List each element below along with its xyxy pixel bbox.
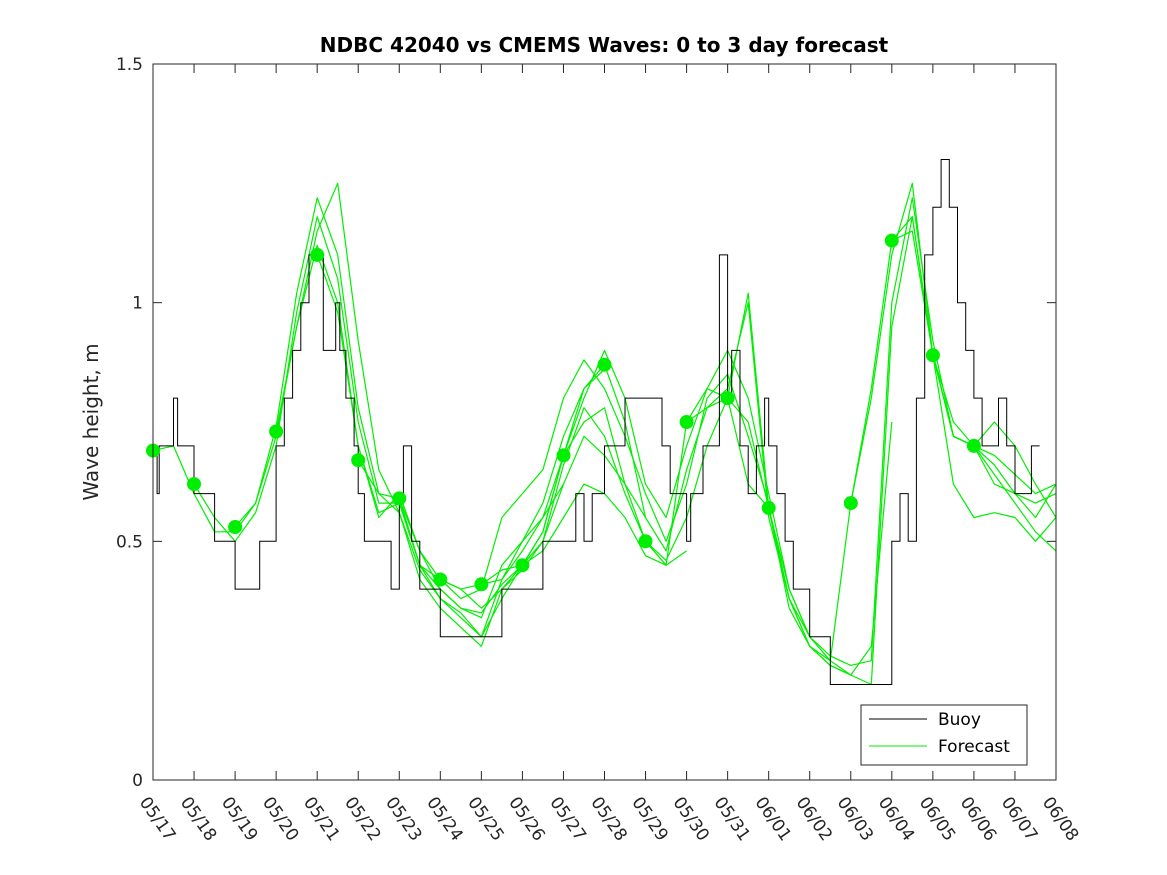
x-tick-label: 05/31 (710, 793, 754, 845)
x-tick-label: 05/26 (504, 793, 548, 845)
forecast-run-line (275, 182, 647, 647)
x-tick-label: 06/06 (956, 793, 1000, 845)
x-tick-label: 05/28 (586, 793, 630, 845)
buoy-line (153, 159, 1040, 685)
forecast-marker (597, 357, 612, 372)
forecast-marker (556, 448, 571, 463)
forecast-marker (310, 247, 325, 262)
chart-title: NDBC 42040 vs CMEMS Waves: 0 to 3 day fo… (320, 33, 889, 57)
forecast-marker (843, 496, 858, 511)
forecast-marker (474, 577, 489, 592)
forecast-marker (925, 348, 940, 363)
y-tick-label: 0.5 (116, 532, 143, 552)
forecast-marker (392, 491, 407, 506)
y-tick-label: 1.5 (116, 55, 143, 75)
x-tick-label: 05/19 (217, 793, 261, 845)
legend-buoy-label: Buoy (938, 710, 981, 730)
forecast-marker (515, 558, 530, 573)
x-tick-label: 05/29 (627, 793, 671, 845)
forecast-marker (433, 572, 448, 587)
forecast-run-line (932, 355, 1057, 518)
x-tick-label: 06/08 (1038, 793, 1082, 845)
forecast-marker (351, 453, 366, 468)
x-tick-label: 06/03 (833, 793, 877, 845)
forecast-marker (966, 438, 981, 453)
x-tick-label: 05/27 (545, 793, 589, 845)
x-tick-label: 06/04 (874, 793, 918, 845)
forecast-marker (720, 391, 735, 406)
x-tick-label: 05/22 (340, 793, 384, 845)
x-tick-label: 05/23 (381, 793, 425, 845)
plot-background (153, 64, 1056, 780)
y-tick-label: 0 (132, 771, 143, 791)
forecast-marker (638, 534, 653, 549)
forecast-run-line (768, 182, 1057, 662)
x-tick-label: 05/30 (668, 793, 712, 845)
data-layer (146, 159, 1057, 686)
x-tick-label: 05/17 (135, 793, 179, 845)
forecast-run-line (398, 359, 770, 600)
legend-forecast-label: Forecast (938, 737, 1010, 757)
forecast-marker (187, 477, 201, 492)
y-tick-label: 1 (132, 294, 143, 314)
x-tick-label: 06/05 (915, 793, 959, 845)
forecast-marker (761, 500, 776, 515)
legend: Buoy Forecast (860, 704, 1028, 766)
forecast-run-line (193, 216, 565, 619)
x-tick-label: 05/24 (422, 793, 466, 845)
forecast-marker (884, 233, 899, 248)
y-axis-title: Wave height, m (79, 343, 103, 500)
forecast-marker (679, 415, 694, 429)
forecast-marker (228, 520, 243, 534)
forecast-run-line (727, 197, 1057, 667)
x-tick-label: 06/02 (792, 793, 836, 845)
x-tick-label: 06/01 (751, 793, 795, 845)
x-tick-label: 05/20 (258, 793, 302, 845)
x-tick-label: 05/18 (176, 793, 220, 845)
legend-box (860, 704, 1028, 766)
x-tick-label: 05/25 (463, 793, 507, 845)
x-tick-label: 06/07 (997, 793, 1041, 845)
forecast-marker (269, 424, 284, 439)
x-tick-label: 05/21 (299, 793, 343, 845)
